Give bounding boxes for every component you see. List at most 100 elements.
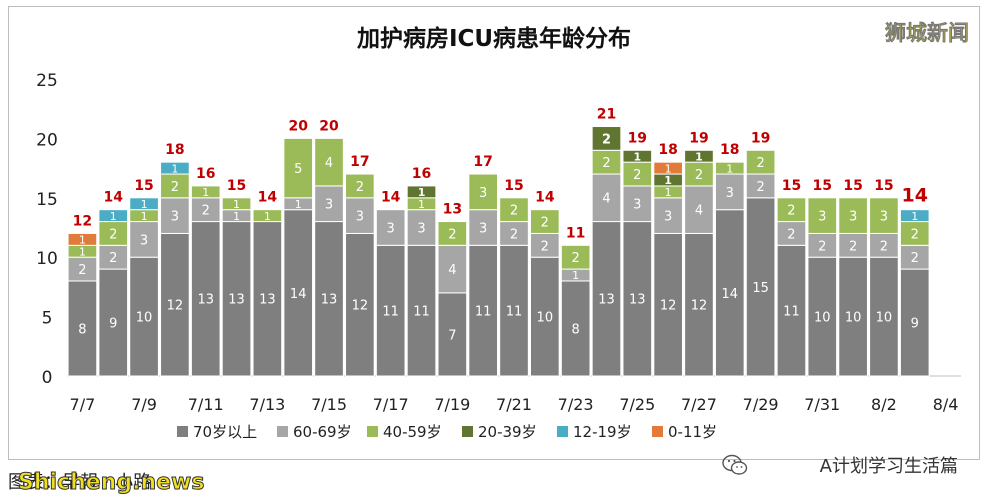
bar-segment	[375, 244, 406, 377]
total-label: 18	[720, 142, 739, 158]
total-label: 15	[813, 178, 832, 194]
segment-label: 3	[633, 198, 641, 213]
segment-label: 1	[695, 150, 703, 163]
bar-segment	[529, 209, 560, 234]
bar-segment	[67, 232, 98, 246]
bar-segment	[468, 173, 499, 211]
segment-label: 4	[602, 192, 610, 207]
segment-label: 2	[356, 180, 364, 195]
x-tick-label: 7/27	[681, 395, 717, 414]
y-tick-label: 10	[36, 249, 58, 269]
segment-label: 1	[110, 210, 117, 223]
segment-label: 1	[233, 198, 240, 211]
bar-segment	[314, 185, 344, 223]
y-tick-label: 0	[42, 368, 53, 388]
segment-label: 10	[876, 311, 893, 326]
bar-segment	[468, 244, 499, 377]
total-label: 14	[258, 190, 278, 206]
bar-segment	[160, 232, 190, 377]
segment-label: 2	[109, 227, 117, 242]
segment-label: 2	[695, 168, 703, 183]
bar-segment	[807, 197, 838, 234]
segment-label: 11	[382, 305, 399, 320]
x-tick-label: 7/29	[743, 395, 779, 414]
bar-segment	[560, 244, 591, 270]
segment-label: 2	[541, 239, 549, 254]
bar-segment	[869, 256, 899, 377]
segment-label: 1	[141, 198, 148, 211]
bar-segment	[869, 197, 899, 234]
bar-segment	[591, 126, 622, 151]
bar-segment	[776, 244, 807, 377]
legend-swatch	[277, 426, 288, 437]
bar-segment	[345, 173, 375, 199]
bar-segment	[98, 209, 129, 223]
total-label: 20	[319, 118, 339, 134]
bar-segment	[160, 197, 190, 234]
segment-label: 2	[633, 168, 641, 183]
segment-label: 2	[818, 239, 826, 254]
x-tick-label: 7/25	[619, 395, 655, 414]
segment-label: 2	[510, 204, 518, 219]
segment-label: 10	[136, 311, 153, 326]
bar-segment	[314, 221, 344, 377]
bar-segment	[129, 197, 159, 211]
wechat-icon	[722, 454, 748, 475]
segment-label: 4	[448, 263, 456, 278]
total-label: 18	[658, 142, 677, 158]
legend-label: 12-19岁	[573, 423, 632, 441]
brand-label: 狮城新闻	[885, 21, 969, 45]
segment-label: 1	[171, 162, 178, 175]
bar-segment	[560, 280, 591, 377]
segment-label: 2	[787, 204, 795, 219]
segment-label: 1	[233, 210, 240, 223]
segment-label: 2	[756, 180, 764, 195]
segment-label: 11	[506, 305, 523, 320]
segment-label: 2	[756, 156, 764, 171]
segment-label: 1	[202, 186, 209, 199]
segment-label: 9	[911, 316, 919, 331]
segment-label: 3	[818, 210, 826, 225]
segment-label: 3	[387, 221, 395, 236]
legend-label: 40-59岁	[383, 423, 442, 441]
segment-label: 1	[665, 162, 672, 175]
segment-label: 3	[849, 210, 857, 225]
total-label: 21	[597, 107, 616, 123]
segment-label: 1	[664, 174, 672, 187]
bar-segment	[221, 197, 252, 211]
chart-frame: 加护病房ICU病患年龄分布 狮城新闻 0 5 10 15 20 25 8 2 1 1 12 9 2 2 1 14 1…	[8, 6, 980, 460]
segment-label: 2	[602, 156, 610, 171]
total-label: 17	[473, 154, 492, 170]
segment-label: 2	[880, 239, 888, 254]
total-label: 16	[412, 166, 431, 182]
x-tick-label: 7/21	[496, 395, 532, 414]
bar-segment	[98, 268, 129, 377]
bar-segment	[684, 149, 714, 163]
segment-label: 1	[633, 150, 641, 163]
segment-label: 11	[783, 305, 800, 320]
segment-label: 3	[356, 210, 364, 225]
legend-swatch	[652, 426, 663, 437]
segment-label: 2	[541, 216, 549, 231]
bar-segment	[745, 197, 776, 377]
legend-label: 20-39岁	[478, 423, 537, 441]
segment-label: 2	[572, 251, 580, 266]
bar-segment	[67, 280, 98, 377]
segment-label: 3	[171, 210, 179, 225]
total-label: 19	[689, 130, 708, 146]
segment-label: 12	[352, 299, 369, 314]
segment-label: 10	[845, 311, 862, 326]
x-tick-label: 8/4	[933, 395, 959, 414]
bar-segment	[807, 256, 838, 377]
bar-segment	[190, 185, 221, 199]
segment-label: 10	[814, 311, 831, 326]
segment-label: 3	[417, 221, 425, 236]
segment-label: 1	[79, 245, 86, 258]
bar-segment	[499, 244, 529, 377]
chart-title: 加护病房ICU病患年龄分布	[356, 25, 631, 52]
bar-segment	[499, 197, 529, 223]
segment-label: 2	[171, 180, 179, 195]
x-tick-label: 7/13	[249, 395, 285, 414]
segment-label: 2	[202, 204, 210, 219]
total-label: 16	[196, 166, 215, 182]
